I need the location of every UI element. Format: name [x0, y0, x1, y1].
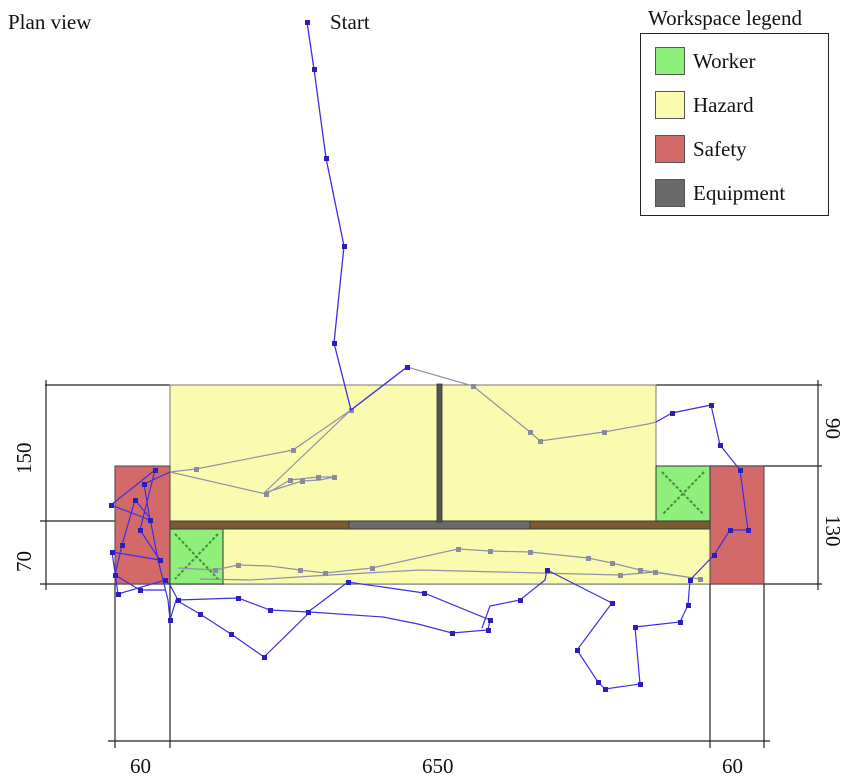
- dim-bottom-center: 650: [422, 754, 454, 778]
- dim-right-lower: 130: [821, 515, 843, 547]
- plan-view-title: Plan view: [8, 10, 92, 34]
- worker-trajectory-left-loop: [109, 468, 491, 658]
- legend-item-hazard: Hazard: [655, 90, 754, 120]
- hazard-swatch: [655, 91, 685, 119]
- equipment-swatch: [655, 179, 685, 207]
- hazard-zone-upper-left: [169, 384, 441, 522]
- dim-left-lower: 70: [12, 551, 36, 572]
- dim-bottom-right: 60: [722, 754, 743, 778]
- legend-item-equipment: Equipment: [655, 178, 785, 208]
- inner-path-markers: [194, 384, 607, 497]
- worker-zone-right: [655, 465, 711, 522]
- safety-swatch: [655, 135, 685, 163]
- hazard-zone-upper-right: [439, 384, 657, 522]
- start-label: Start: [330, 10, 370, 34]
- worker-trajectory-markers: [109, 20, 751, 692]
- worker-swatch: [655, 47, 685, 75]
- safety-zone-right: [709, 465, 765, 585]
- dim-left-upper: 150: [12, 443, 36, 475]
- dim-right-upper: 90: [821, 418, 843, 439]
- worker-trajectory: [306, 21, 408, 412]
- hazard-zone-lower: [169, 528, 711, 585]
- legend-label: Worker: [693, 48, 756, 73]
- legend-label: Hazard: [693, 92, 754, 117]
- dim-bottom-left: 60: [130, 754, 151, 778]
- legend: Worker Hazard Safety Equipment: [640, 33, 829, 216]
- legend-item-worker: Worker: [655, 46, 755, 76]
- inner-path-lower-markers: [213, 547, 703, 582]
- equipment-post: [436, 383, 443, 523]
- worker-zone-left: [169, 528, 224, 585]
- legend-label: Safety: [693, 136, 747, 161]
- legend-label: Equipment: [693, 180, 786, 205]
- legend-title: Workspace legend: [648, 6, 802, 30]
- legend-item-safety: Safety: [655, 134, 747, 164]
